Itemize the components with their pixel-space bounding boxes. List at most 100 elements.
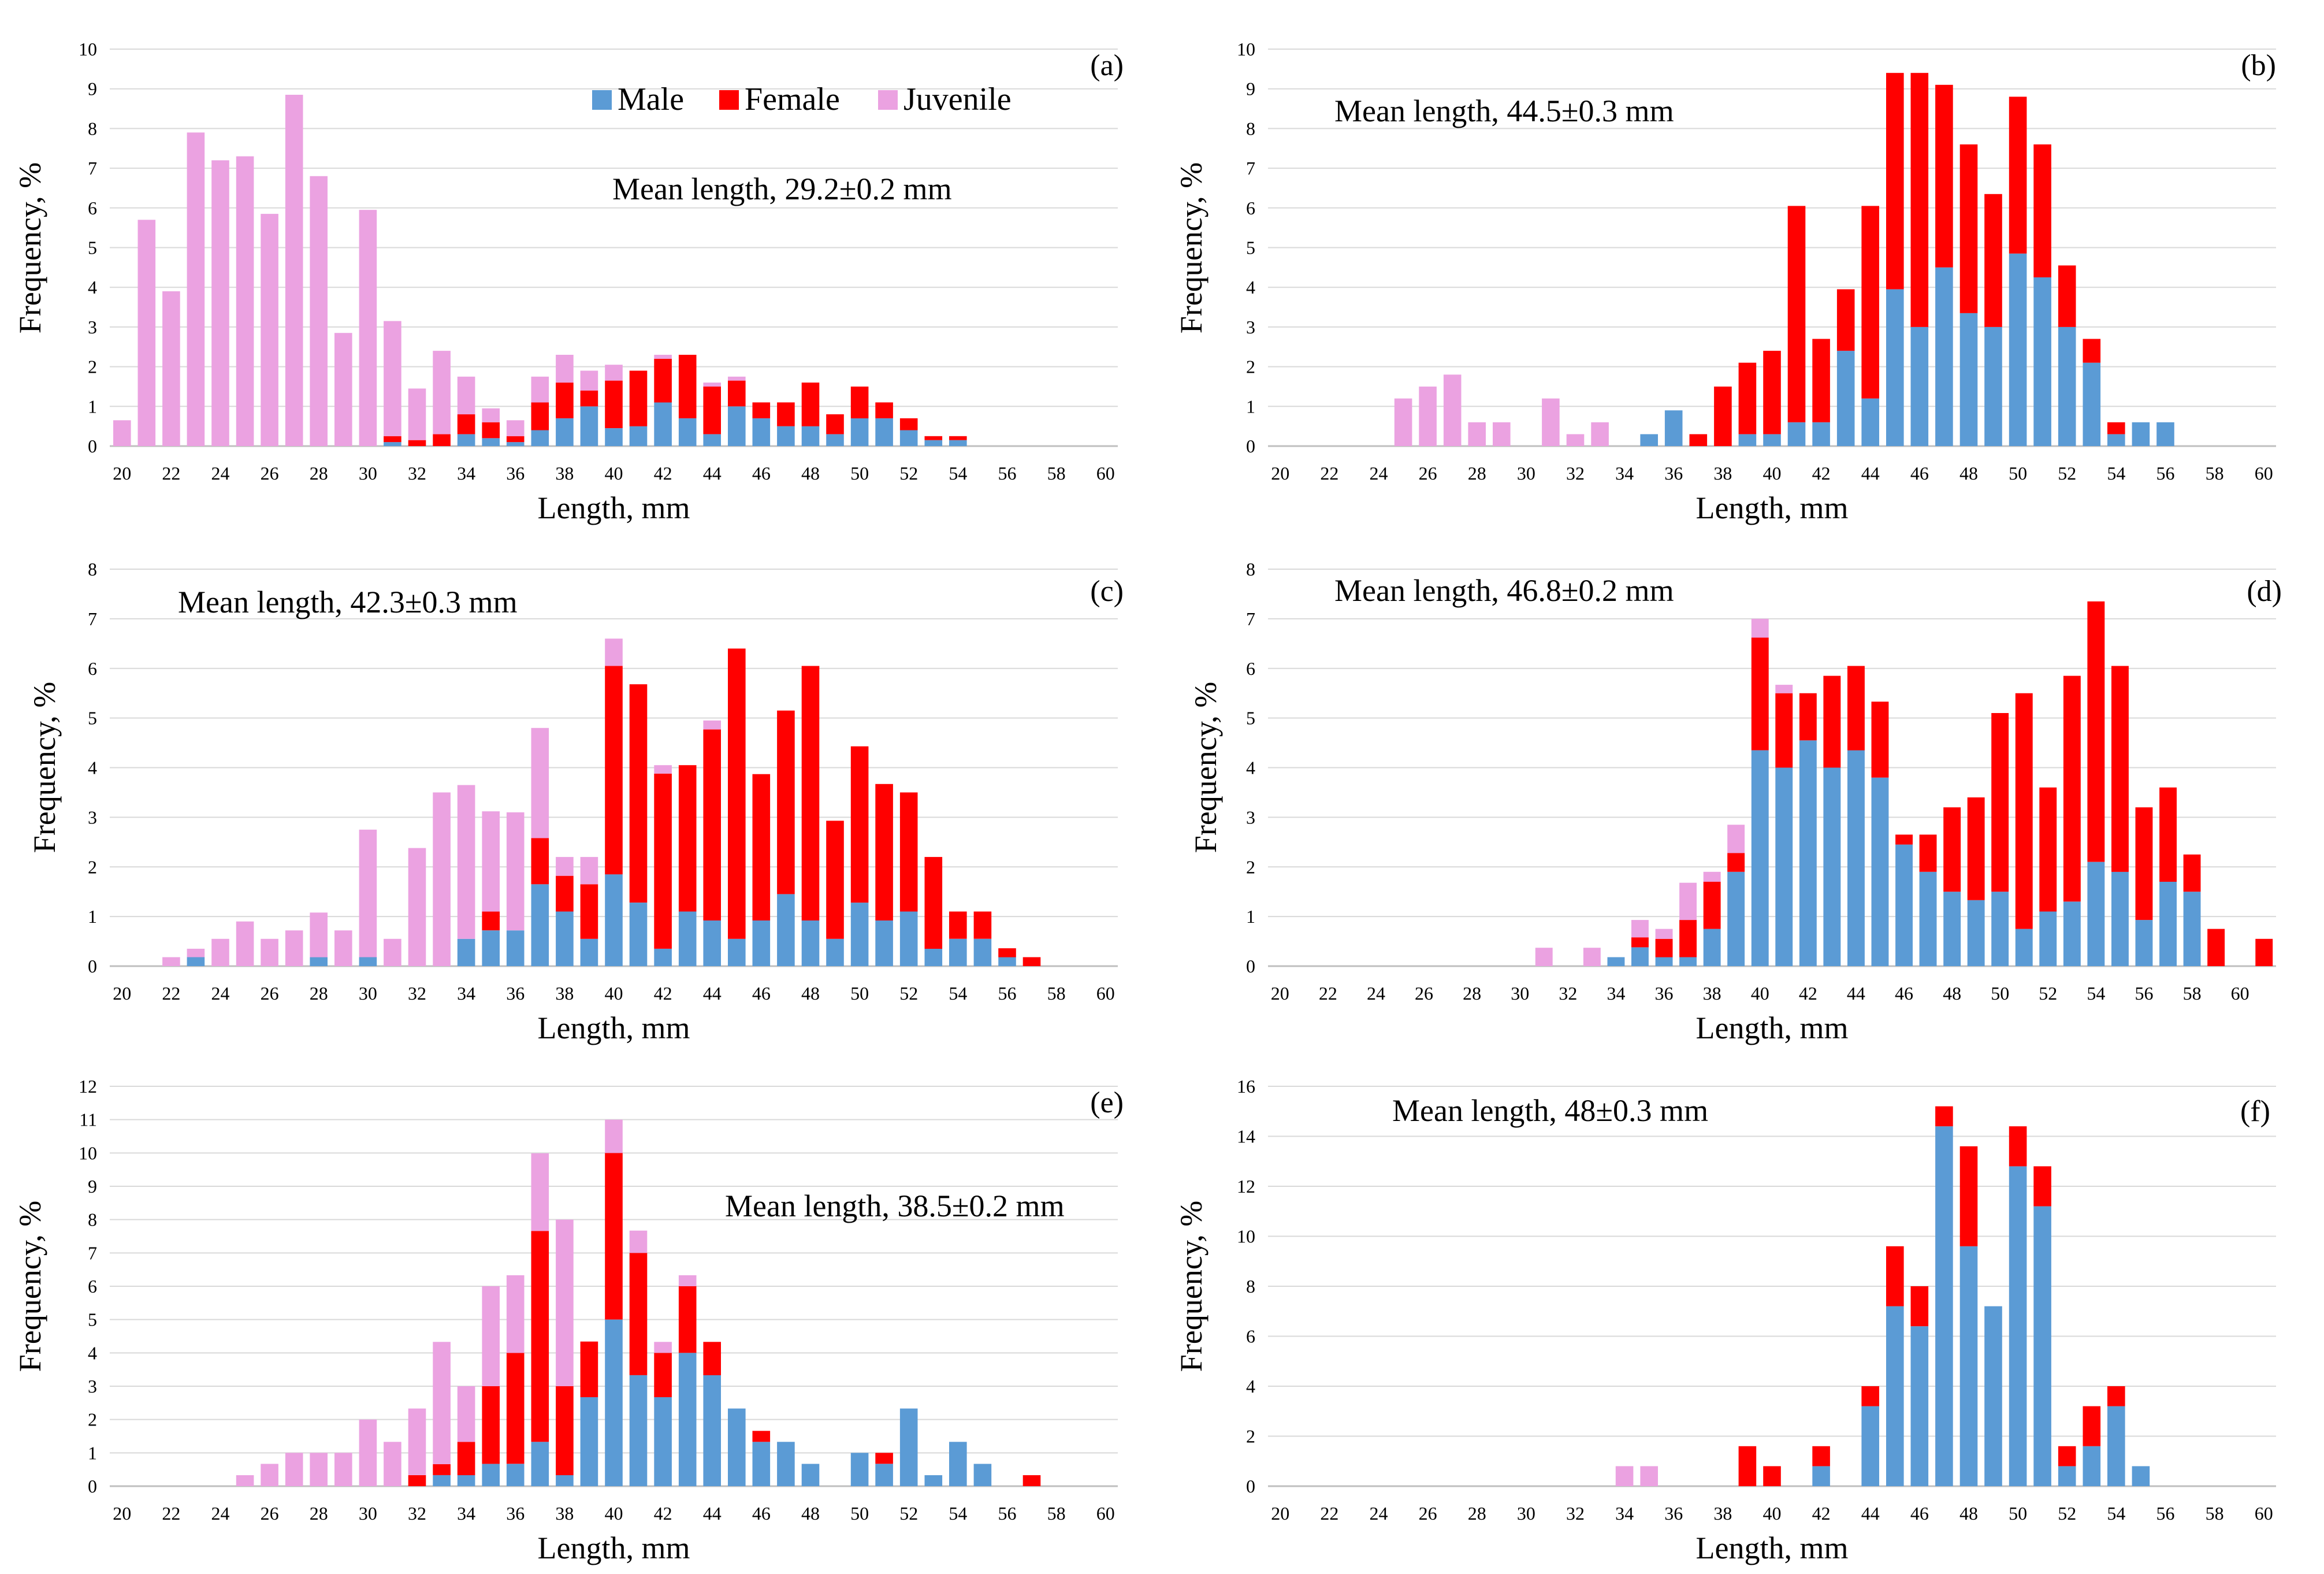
bar-female: [826, 821, 844, 939]
x-tick-label: 52: [899, 1503, 918, 1524]
y-tick-label: 1: [88, 906, 97, 927]
x-tick-label: 32: [408, 463, 426, 484]
x-tick-label: 28: [1468, 1503, 1486, 1524]
bar-female: [1935, 1106, 1953, 1127]
bar-female: [531, 838, 549, 885]
bar-male: [580, 406, 598, 446]
bar-male: [1664, 410, 1683, 446]
bar-male: [752, 1442, 771, 1486]
x-tick-label: 24: [1370, 1503, 1388, 1524]
bar-female: [482, 1386, 500, 1464]
bar-female: [1727, 853, 1745, 872]
bar-female: [1812, 339, 1830, 422]
legend-swatch-female: [719, 90, 739, 110]
bar-female: [1738, 362, 1757, 435]
bar-male: [752, 418, 771, 446]
bar-male: [1631, 947, 1649, 966]
bar-juvenile: [359, 210, 377, 446]
bar-male: [1775, 767, 1793, 966]
x-tick-label: 40: [1763, 463, 1782, 484]
bar-male: [1910, 326, 1929, 446]
bar-male: [531, 1442, 549, 1486]
x-tick-label: 44: [1861, 463, 1880, 484]
y-tick-label: 3: [1246, 317, 1255, 337]
y-tick-label: 1: [1246, 396, 1255, 417]
y-tick-label: 6: [88, 658, 97, 679]
x-tick-label: 44: [1861, 1503, 1880, 1524]
x-tick-label: 56: [998, 463, 1016, 484]
bar-juvenile: [187, 948, 205, 957]
bar-juvenile: [531, 376, 549, 403]
bar-juvenile: [1591, 422, 1609, 446]
panel-tag: (f): [2240, 1095, 2270, 1128]
bar-male: [2135, 920, 2153, 966]
bar-female: [1935, 84, 1953, 268]
y-tick-label: 2: [88, 357, 97, 377]
bar-juvenile: [384, 321, 401, 436]
y-tick-label: 11: [79, 1109, 97, 1130]
bar-juvenile: [137, 220, 156, 446]
bar-juvenile: [384, 938, 401, 966]
bar-male: [482, 438, 500, 446]
bar-male: [531, 884, 549, 966]
bar-male: [752, 920, 771, 966]
bar-male: [556, 1475, 574, 1486]
y-tick-label: 0: [88, 956, 97, 977]
y-tick-label: 5: [88, 1309, 97, 1330]
x-tick-label: 48: [801, 1503, 820, 1524]
bar-male: [899, 911, 918, 966]
bar-juvenile: [285, 930, 303, 966]
bar-juvenile: [236, 1475, 254, 1486]
bar-female: [2063, 675, 2081, 902]
bar-juvenile: [433, 351, 451, 435]
x-axis-title: Length, mm: [538, 1531, 690, 1565]
bar-female: [1984, 194, 2002, 327]
bar-female: [1991, 713, 2009, 892]
bar-male: [678, 911, 697, 966]
bar-juvenile: [285, 1453, 303, 1486]
bar-male: [875, 418, 893, 446]
bar-juvenile: [1443, 374, 1462, 446]
bar-female: [752, 1431, 771, 1442]
y-tick-label: 8: [1246, 1276, 1255, 1297]
bar-male: [1861, 398, 1879, 446]
bar-male: [556, 418, 574, 446]
bar-male: [2009, 1166, 2027, 1486]
mean-length-annotation: Mean length, 44.5±0.3 mm: [1334, 94, 1674, 128]
bar-male: [728, 938, 746, 966]
bar-female: [1871, 701, 1889, 778]
x-tick-label: 48: [1959, 463, 1978, 484]
bar-male: [1886, 289, 1904, 446]
x-tick-label: 28: [310, 463, 328, 484]
x-tick-label: 50: [2009, 463, 2027, 484]
panel-tag: (b): [2241, 49, 2276, 82]
bar-female: [1967, 797, 1985, 900]
bar-juvenile: [285, 95, 303, 446]
bar-juvenile: [261, 214, 278, 446]
x-tick-label: 60: [1096, 1503, 1115, 1524]
bar-female: [580, 390, 598, 407]
bar-juvenile: [211, 938, 229, 966]
bar-juvenile: [334, 930, 352, 966]
bar-female: [1022, 957, 1041, 966]
bar-juvenile: [457, 376, 475, 415]
x-tick-label: 52: [2039, 983, 2057, 1004]
panel-tag: (d): [2247, 575, 2282, 608]
bar-juvenile: [556, 857, 574, 876]
bar-juvenile: [359, 829, 377, 957]
bar-male: [2015, 929, 2033, 966]
x-tick-label: 50: [1991, 983, 2009, 1004]
bar-male: [1655, 957, 1673, 966]
bar-male: [506, 1464, 525, 1486]
x-tick-label: 34: [457, 1503, 475, 1524]
x-axis-title: Length, mm: [1696, 1531, 1849, 1565]
bar-male: [1935, 1126, 1953, 1486]
bar-male: [949, 1442, 967, 1486]
x-tick-label: 24: [211, 1503, 230, 1524]
bar-male: [2033, 1206, 2051, 1486]
x-tick-label: 22: [162, 983, 180, 1004]
bar-female: [1886, 1246, 1904, 1306]
bar-male: [1751, 750, 1769, 966]
bar-juvenile: [433, 792, 451, 966]
bar-male: [1984, 1306, 2002, 1486]
